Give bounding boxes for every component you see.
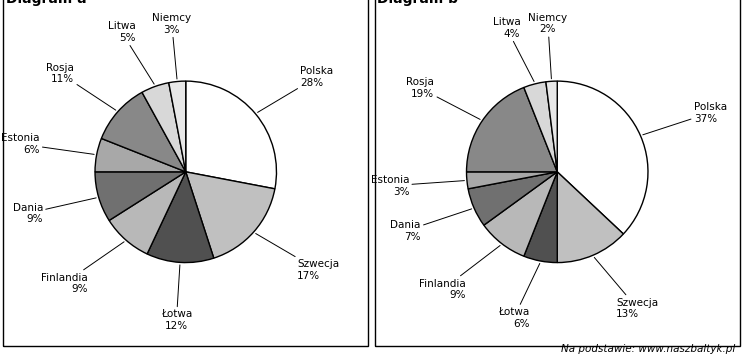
Wedge shape: [524, 172, 557, 262]
Wedge shape: [546, 81, 557, 172]
Text: Rosja
11%: Rosja 11%: [46, 63, 116, 110]
Text: Finlandia
9%: Finlandia 9%: [41, 242, 124, 294]
Wedge shape: [95, 172, 186, 221]
Wedge shape: [147, 172, 214, 262]
Text: Szwecja
17%: Szwecja 17%: [256, 233, 340, 281]
Text: Finlandia
9%: Finlandia 9%: [419, 246, 500, 300]
Wedge shape: [109, 172, 186, 254]
Wedge shape: [467, 172, 557, 189]
Wedge shape: [186, 81, 276, 189]
Wedge shape: [557, 172, 623, 262]
Text: Dania
7%: Dania 7%: [390, 209, 472, 242]
Text: Litwa
5%: Litwa 5%: [108, 21, 154, 84]
Text: Szwecja
13%: Szwecja 13%: [594, 257, 658, 319]
Wedge shape: [467, 87, 557, 172]
Text: Litwa
4%: Litwa 4%: [493, 17, 534, 82]
Text: Diagram a: Diagram a: [5, 0, 86, 6]
Text: Polska
28%: Polska 28%: [258, 66, 334, 112]
Wedge shape: [484, 172, 557, 256]
Wedge shape: [524, 82, 557, 172]
Text: Rosja
19%: Rosja 19%: [406, 77, 480, 120]
Text: Diagram b: Diagram b: [377, 0, 458, 6]
Wedge shape: [169, 81, 186, 172]
Text: Niemcy
3%: Niemcy 3%: [152, 13, 191, 79]
Wedge shape: [142, 83, 186, 172]
Text: Estonia
6%: Estonia 6%: [1, 133, 94, 155]
Text: Łotwa
6%: Łotwa 6%: [498, 263, 539, 329]
Text: Polska
37%: Polska 37%: [643, 102, 727, 135]
Text: Dania
9%: Dania 9%: [13, 198, 96, 224]
Text: Niemcy
2%: Niemcy 2%: [528, 13, 568, 79]
Text: Łotwa
12%: Łotwa 12%: [160, 265, 192, 331]
Text: Estonia
3%: Estonia 3%: [371, 175, 464, 197]
Text: Na podstawie: www.naszbaltyk.pl: Na podstawie: www.naszbaltyk.pl: [561, 344, 736, 354]
Wedge shape: [101, 92, 186, 172]
Wedge shape: [557, 81, 648, 234]
Wedge shape: [95, 139, 186, 172]
Wedge shape: [468, 172, 557, 225]
Wedge shape: [186, 172, 275, 258]
